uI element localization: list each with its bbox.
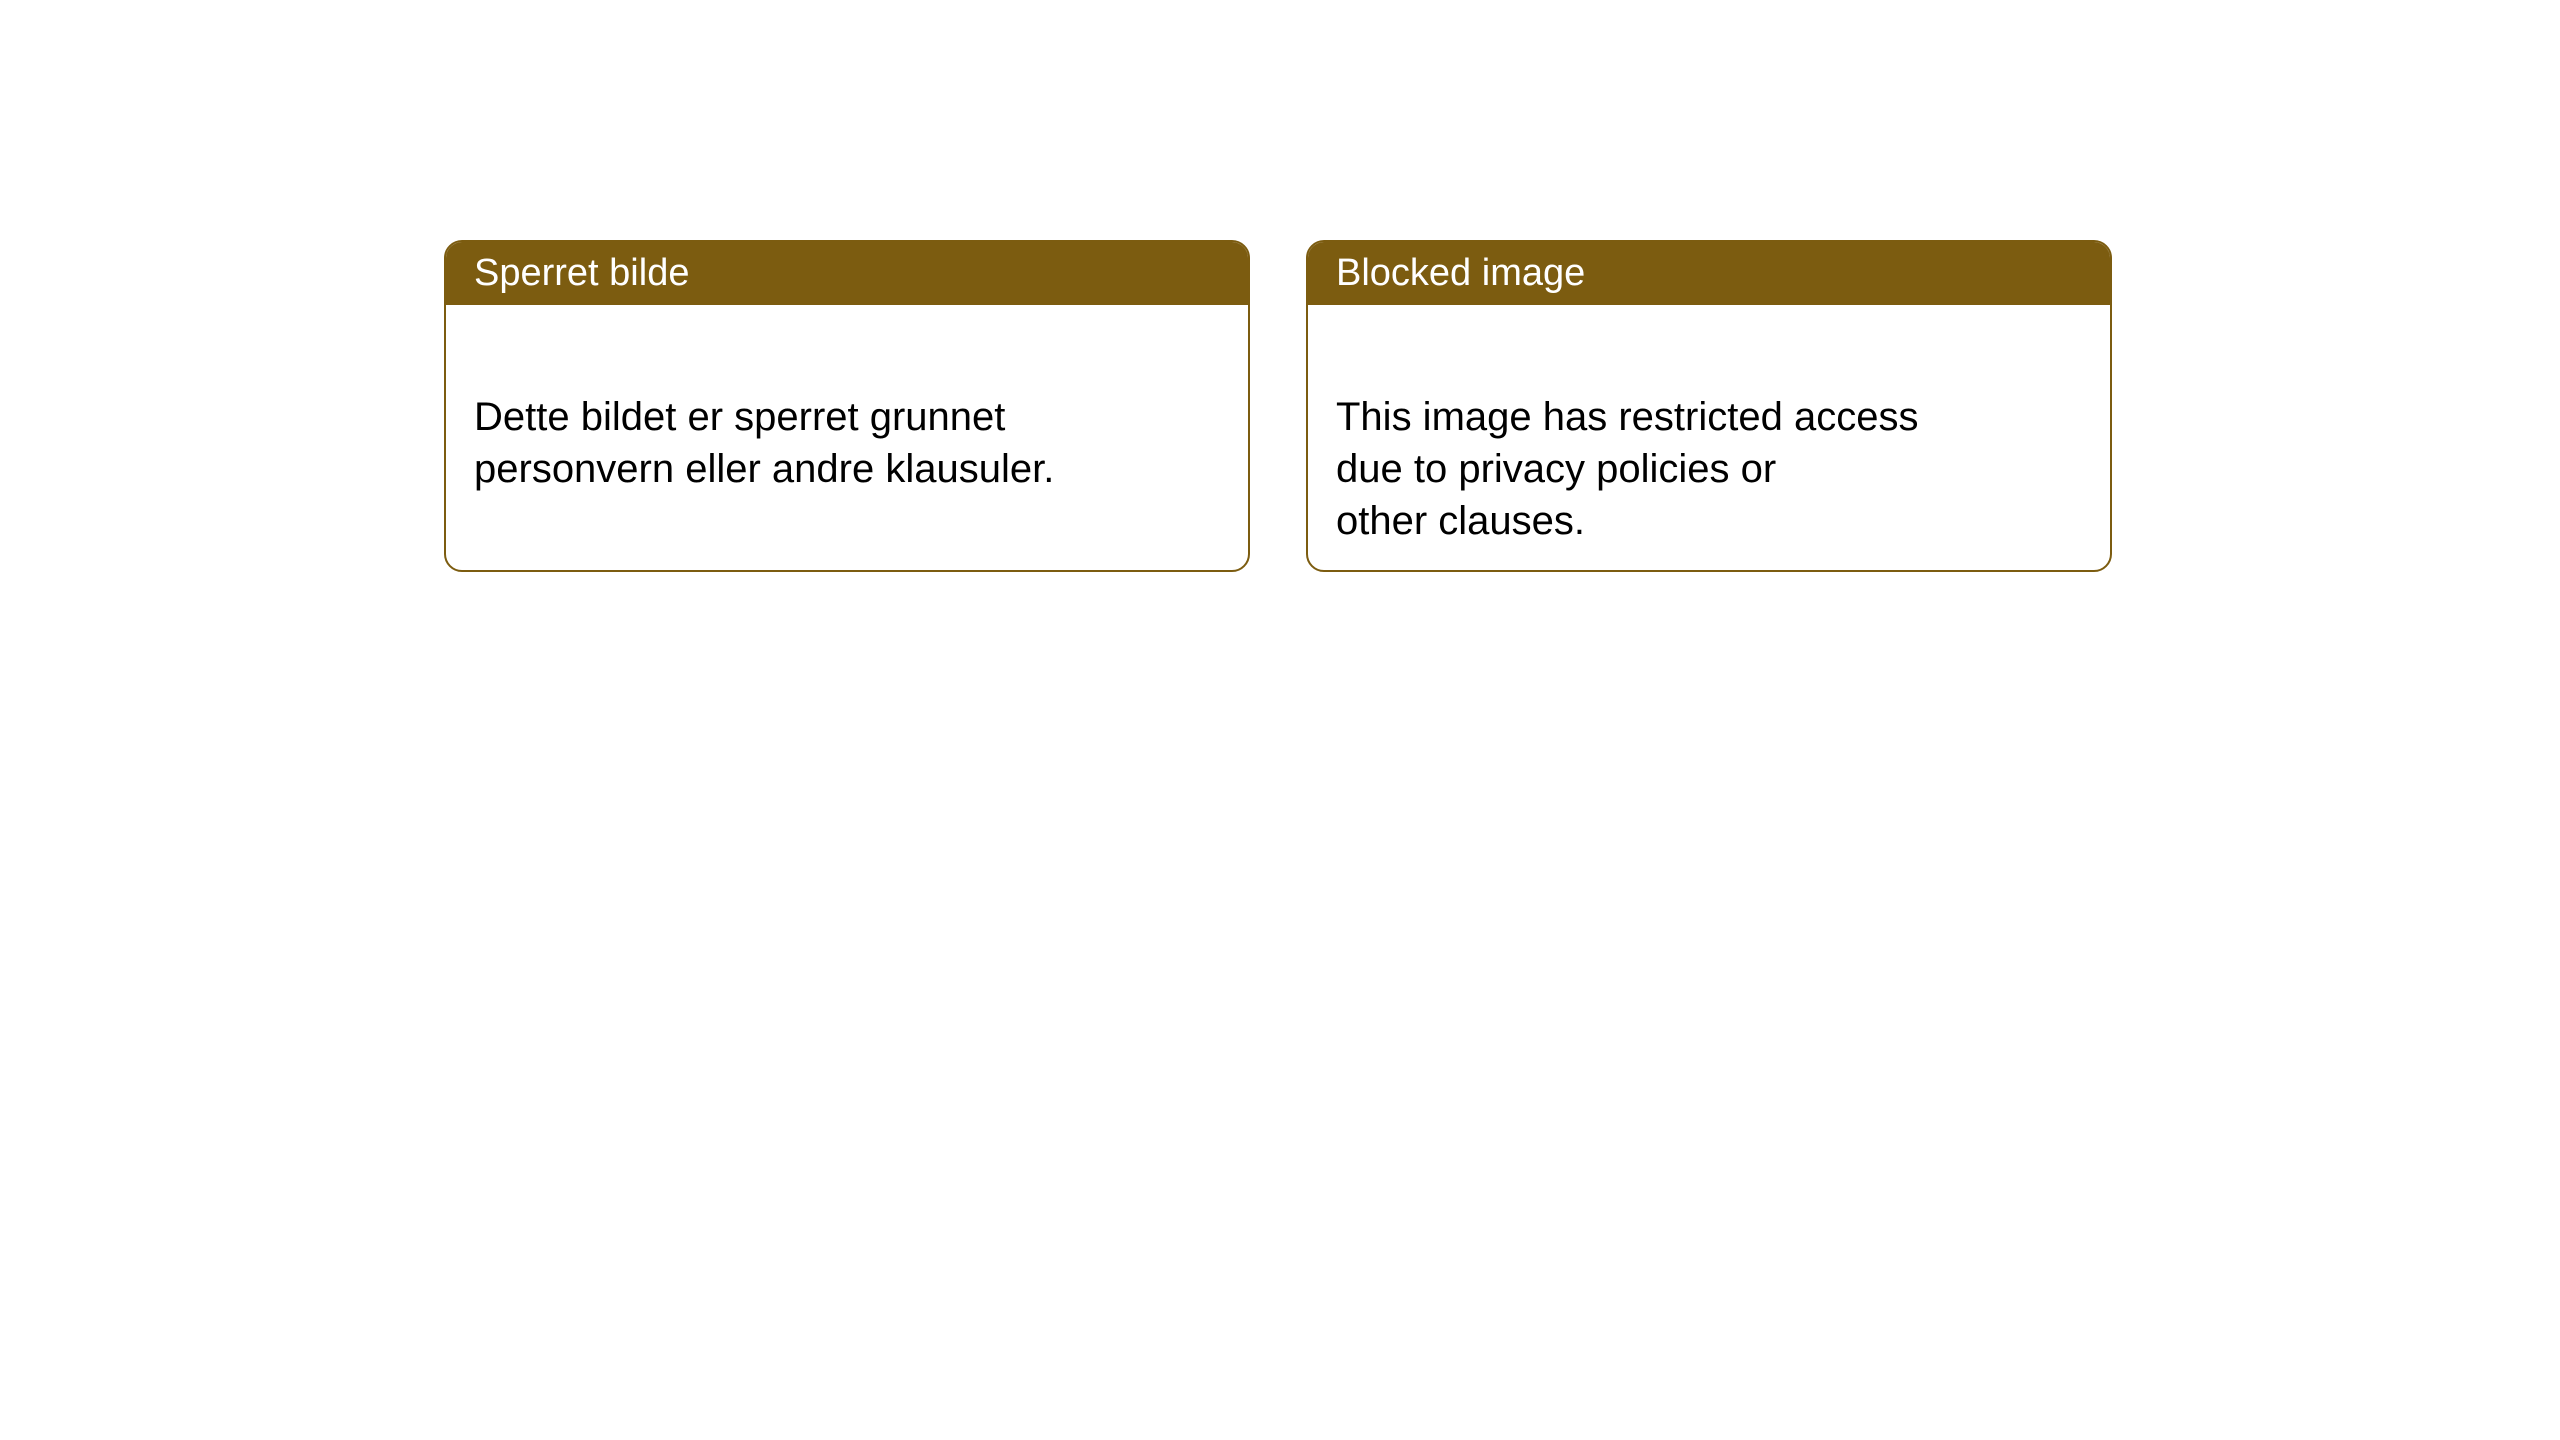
notice-body-en: This image has restricted access due to … bbox=[1308, 305, 2110, 572]
notice-text-en: This image has restricted access due to … bbox=[1336, 395, 1918, 543]
notice-container: Sperret bilde Dette bildet er sperret gr… bbox=[0, 0, 2560, 572]
notice-title-en: Blocked image bbox=[1336, 252, 1585, 294]
notice-body-no: Dette bildet er sperret grunnet personve… bbox=[446, 305, 1248, 529]
notice-header-no: Sperret bilde bbox=[446, 242, 1248, 305]
notice-text-no: Dette bildet er sperret grunnet personve… bbox=[474, 395, 1054, 491]
notice-title-no: Sperret bilde bbox=[474, 252, 689, 294]
notice-header-en: Blocked image bbox=[1308, 242, 2110, 305]
notice-card-no: Sperret bilde Dette bildet er sperret gr… bbox=[444, 240, 1250, 572]
notice-card-en: Blocked image This image has restricted … bbox=[1306, 240, 2112, 572]
